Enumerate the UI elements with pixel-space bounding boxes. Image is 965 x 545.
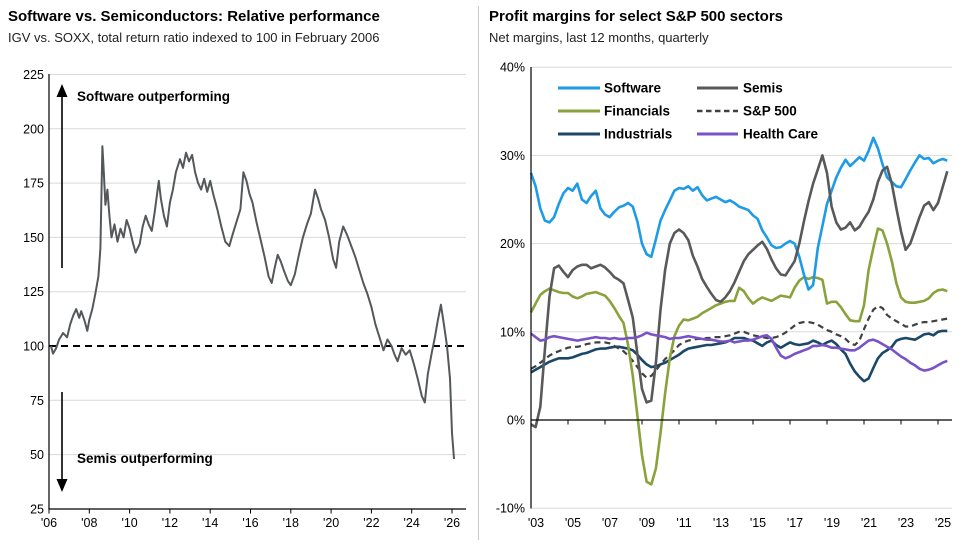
series-s-p-500-line	[530, 305, 948, 379]
left-y-tick-label: 50	[30, 448, 44, 462]
left-x-tick-label: '18	[283, 516, 299, 530]
left-y-tick-label: 150	[23, 231, 44, 245]
right-x-tick-label: '15	[750, 516, 766, 530]
legend-label-industrials: Industrials	[604, 127, 672, 142]
left-chart-subtitle: IGV vs. SOXX, total return ratio indexed…	[8, 30, 380, 45]
annotation-software-outperforming: Software outperforming	[77, 89, 230, 104]
left-y-tick-label: 125	[23, 285, 44, 299]
legend-label-software: Software	[604, 81, 662, 96]
right-x-tick-label: '05	[565, 516, 581, 530]
right-y-tick-label: 0%	[507, 414, 525, 428]
right-x-tick-label: '07	[602, 516, 618, 530]
right-y-tick-label: -10%	[496, 502, 525, 516]
right-x-tick-label: '25	[935, 516, 951, 530]
left-y-tick-label: 100	[23, 340, 44, 354]
right-y-tick-label: 10%	[500, 325, 525, 339]
series-industrials-line	[530, 329, 948, 383]
left-y-tick-label: 175	[23, 177, 44, 191]
left-x-tick-label: '08	[81, 516, 97, 530]
right-y-tick-label: 20%	[500, 237, 525, 251]
left-y-tick-label: 200	[23, 122, 44, 136]
legend-label-health-care: Health Care	[743, 127, 819, 142]
left-x-tick-label: '16	[242, 516, 258, 530]
right-x-tick-label: '23	[898, 516, 914, 530]
series-financials-line	[529, 227, 948, 486]
left-x-tick-label: '26	[444, 516, 460, 530]
series-health-care-line	[530, 331, 948, 372]
series-software-line	[529, 136, 948, 291]
left-x-tick-label: '10	[121, 516, 137, 530]
right-x-tick-label: '11	[676, 516, 691, 530]
left-y-tick-label: 25	[30, 502, 44, 516]
right-x-tick-label: '13	[713, 516, 729, 530]
series-semis-line	[530, 154, 949, 429]
right-x-tick-label: '17	[787, 516, 803, 530]
ratio-line	[50, 145, 455, 459]
down-arrow-head	[56, 479, 68, 492]
left-x-tick-label: '20	[323, 516, 339, 530]
right-x-tick-label: '09	[639, 516, 655, 530]
left-y-tick-label: 75	[30, 394, 44, 408]
left-x-tick-label: '22	[363, 516, 379, 530]
right-chart-subtitle: Net margins, last 12 months, quarterly	[489, 30, 709, 45]
right-x-tick-label: '19	[824, 516, 840, 530]
right-chart-title: Profit margins for select S&P 500 sector…	[489, 8, 784, 25]
right-x-tick-label: '03	[528, 516, 544, 530]
left-y-tick-label: 225	[23, 68, 44, 82]
left-x-tick-label: '06	[41, 516, 57, 530]
annotation-semis-outperforming: Semis outperforming	[77, 451, 213, 466]
legend-label-financials: Financials	[604, 104, 670, 119]
right-y-tick-label: 40%	[500, 61, 525, 75]
legend-label-s-p-500: S&P 500	[743, 104, 797, 119]
legend-label-semis: Semis	[743, 81, 783, 96]
left-x-tick-label: '14	[202, 516, 218, 530]
left-x-tick-label: '12	[162, 516, 178, 530]
right-x-tick-label: '21	[861, 516, 877, 530]
right-y-tick-label: 30%	[500, 149, 525, 163]
left-x-tick-label: '24	[404, 516, 420, 530]
left-chart-title: Software vs. Semiconductors: Relative pe…	[8, 8, 380, 25]
up-arrow-head	[56, 84, 68, 97]
